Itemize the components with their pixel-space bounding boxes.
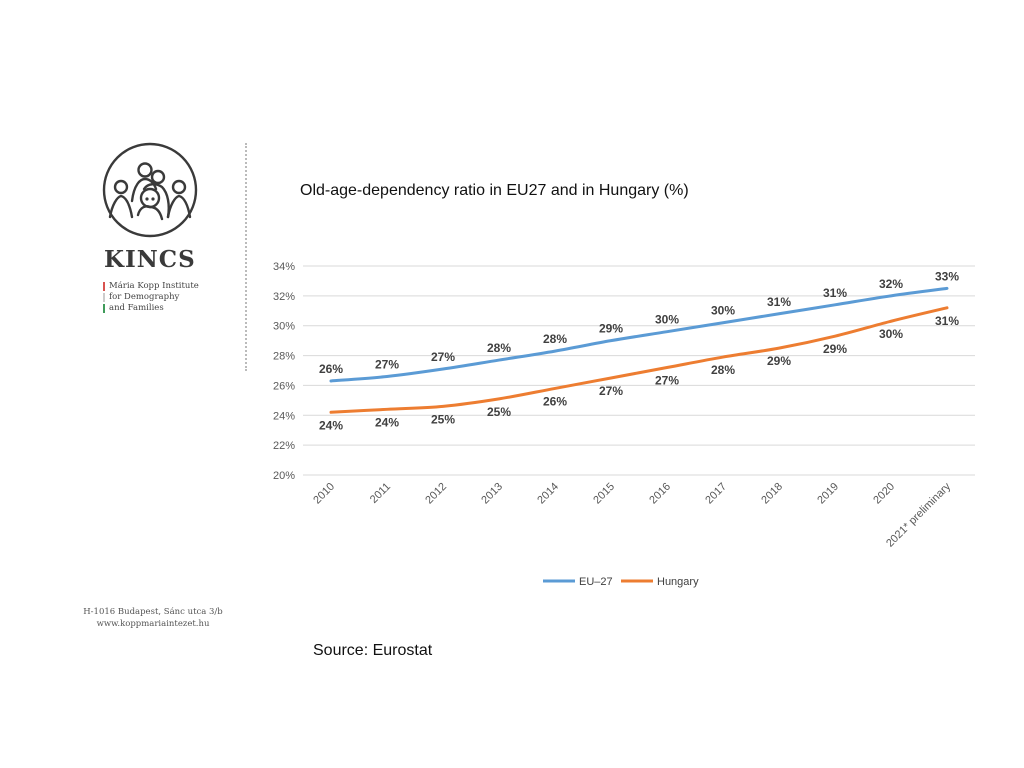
data-label: 24% [319,418,343,432]
subtitle-bar-red [103,282,105,291]
brand-subtitle-text-3: and Families [109,303,164,313]
data-label: 28% [543,332,567,346]
x-tick-label: 2011 [368,481,393,506]
subtitle-bar-green [103,304,105,313]
data-label: 29% [767,354,791,368]
data-label: 30% [655,313,679,327]
x-tick-label: 2018 [759,481,785,507]
data-label: 27% [655,374,679,388]
x-tick-label: 2012 [423,481,449,507]
data-label: 31% [823,286,847,300]
data-label: 29% [599,322,623,336]
legend-entry: Hungary [657,576,699,588]
brand-subtitle-text-1: Mária Kopp Institute [109,281,199,291]
data-label: 30% [879,327,903,341]
data-label: 28% [711,363,735,377]
x-tick-label: 2013 [479,481,505,507]
vertical-dotted-divider [245,143,247,371]
source-note: Source: Eurostat [313,642,433,659]
chart-title: Old-age-dependency ratio in EU27 and in … [300,182,689,199]
brand-name: KINCS [104,246,196,273]
x-tick-label: 2021* preliminary [884,480,953,549]
y-tick-label: 28% [273,351,295,363]
brand-subtitle-line-2: for Demography [103,292,199,303]
brand-subtitle-line-1: Mária Kopp Institute [103,281,199,292]
brand-subtitle: Mária Kopp Institute for Demography and … [103,281,199,314]
x-tick-label: 2015 [591,481,617,507]
brand-subtitle-text-2: for Demography [109,292,180,302]
legend-entry: EU–27 [579,576,613,588]
data-label: 24% [375,415,399,429]
y-tick-label: 30% [273,321,295,333]
y-tick-label: 20% [273,470,295,482]
series-line-eu27 [329,286,949,383]
data-label: 30% [711,304,735,318]
data-label: 26% [319,362,343,376]
data-label: 27% [599,384,623,398]
x-tick-label: 2010 [311,481,337,507]
data-label: 27% [431,350,455,364]
subtitle-bar-grey [103,293,105,302]
data-label: 31% [935,314,959,328]
website-line: www.koppmariaintezet.hu [96,619,210,629]
data-label: 33% [935,269,959,283]
data-label: 29% [823,342,847,356]
data-label: 32% [879,277,903,291]
data-label: 25% [487,405,511,419]
y-tick-label: 32% [273,291,295,303]
x-tick-label: 2017 [703,481,729,507]
data-label: 27% [375,357,399,371]
x-tick-label: 2020 [871,481,897,507]
data-label: 26% [543,394,567,408]
address-block: H-1016 Budapest, Sánc utca 3/b www.koppm… [78,606,228,630]
x-tick-label: 2014 [535,481,561,507]
data-label: 25% [431,412,455,426]
y-tick-label: 22% [273,440,295,452]
y-tick-label: 34% [273,261,295,273]
y-tick-label: 26% [273,380,295,392]
family-circle-icon [102,142,198,238]
series-line-hungary [329,306,949,414]
x-tick-label: 2019 [815,481,841,507]
x-tick-label: 2016 [647,481,673,507]
data-label: 28% [487,341,511,355]
data-label: 31% [767,295,791,309]
brand-subtitle-line-3: and Families [103,303,199,314]
y-tick-label: 24% [273,410,295,422]
address-line: H-1016 Budapest, Sánc utca 3/b [83,607,223,617]
